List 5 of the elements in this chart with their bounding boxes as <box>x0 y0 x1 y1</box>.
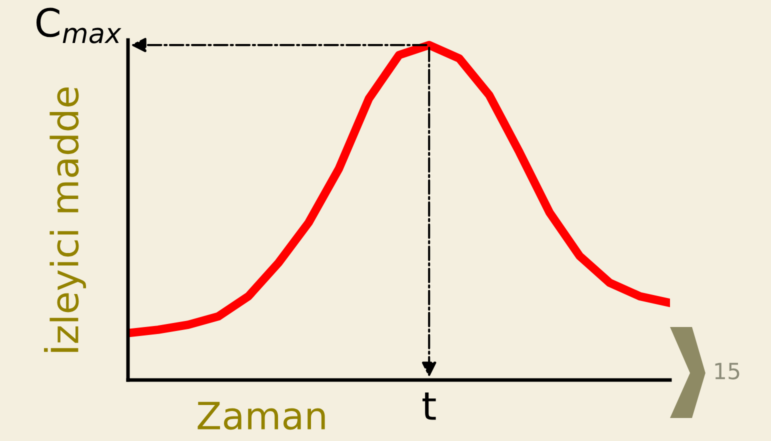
text: t <box>422 392 436 420</box>
text: C$_{max}$ <box>36 8 122 44</box>
y-axis-title: İzleyici madde <box>44 88 86 352</box>
x-axis-title: Zaman <box>198 402 325 430</box>
text: 15 <box>715 362 740 380</box>
